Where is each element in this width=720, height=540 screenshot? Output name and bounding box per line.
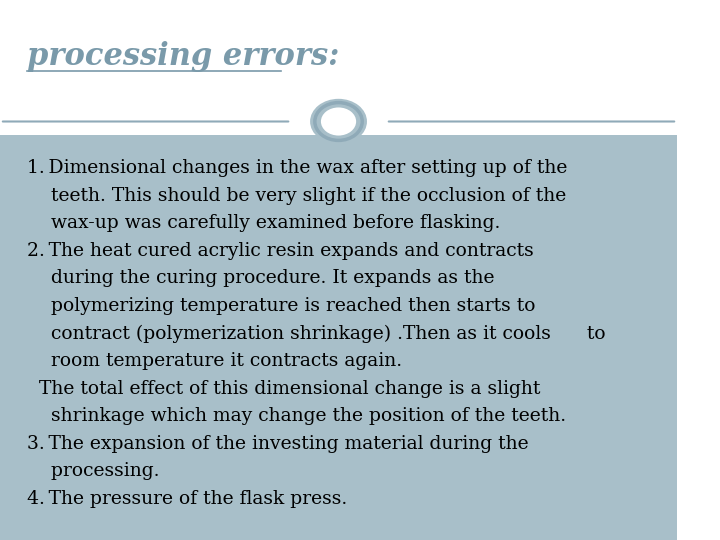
- Text: wax-up was carefully examined before flasking.: wax-up was carefully examined before fla…: [27, 214, 500, 232]
- Text: 2. The heat cured acrylic resin expands and contracts: 2. The heat cured acrylic resin expands …: [27, 242, 534, 260]
- Text: polymerizing temperature is reached then starts to: polymerizing temperature is reached then…: [27, 297, 536, 315]
- Text: 4. The pressure of the flask press.: 4. The pressure of the flask press.: [27, 490, 347, 508]
- Text: contract (polymerization shrinkage) .Then as it cools      to: contract (polymerization shrinkage) .The…: [27, 325, 606, 343]
- FancyBboxPatch shape: [0, 135, 677, 540]
- Text: processing errors:: processing errors:: [27, 41, 339, 72]
- Text: The total effect of this dimensional change is a slight: The total effect of this dimensional cha…: [27, 380, 541, 397]
- Circle shape: [310, 99, 367, 144]
- Text: shrinkage which may change the position of the teeth.: shrinkage which may change the position …: [27, 407, 566, 425]
- Text: room temperature it contracts again.: room temperature it contracts again.: [27, 352, 402, 370]
- Text: during the curing procedure. It expands as the: during the curing procedure. It expands …: [27, 269, 495, 287]
- FancyBboxPatch shape: [0, 0, 677, 151]
- Circle shape: [321, 107, 356, 136]
- Text: 3. The expansion of the investing material during the: 3. The expansion of the investing materi…: [27, 435, 528, 453]
- Text: processing.: processing.: [27, 462, 160, 480]
- Text: 1. Dimensional changes in the wax after setting up of the: 1. Dimensional changes in the wax after …: [27, 159, 567, 177]
- Text: teeth. This should be very slight if the occlusion of the: teeth. This should be very slight if the…: [27, 187, 567, 205]
